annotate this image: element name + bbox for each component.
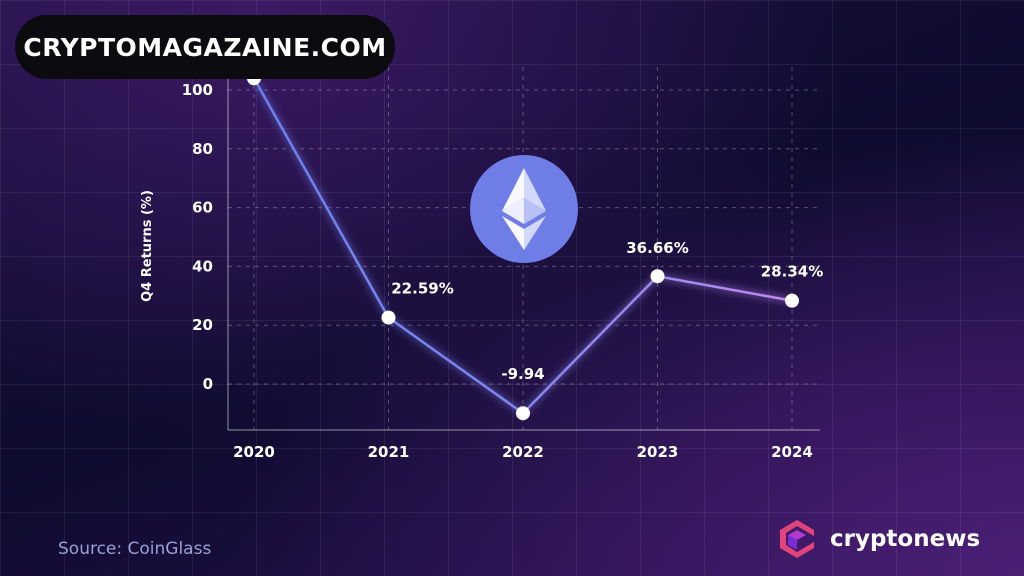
brand-logo: cryptonews [774, 516, 980, 562]
site-name-badge: CRYPTOMAGAZAINE.COM [15, 15, 395, 79]
data-point [516, 406, 530, 421]
y-tick-label: 40 [192, 257, 213, 275]
y-tick-label: 80 [192, 140, 213, 158]
chart-labels: 22.59% -9.94 36.66% 28.34% [391, 239, 823, 383]
y-tick-label: 100 [182, 81, 213, 99]
data-label: 28.34% [761, 263, 823, 281]
brand-name: cryptonews [830, 526, 981, 552]
y-tick-label: 60 [192, 199, 213, 217]
y-axis-label: Q4 Returns (%) [140, 190, 155, 302]
chart-axes: 0 20 40 60 80 100 2020 2021 2022 2023 2024 Q4 Retur… [140, 67, 820, 461]
x-tick-label: 2020 [233, 443, 275, 461]
x-tick-label: 2023 [637, 443, 679, 461]
data-point [381, 310, 396, 325]
x-tick-label: 2024 [771, 443, 813, 461]
site-name: CRYPTOMAGAZAINE.COM [23, 32, 387, 62]
x-tick-label: 2022 [502, 443, 544, 461]
source-note: Source: CoinGlass [58, 539, 212, 559]
data-label: -9.94 [501, 365, 544, 383]
data-point [785, 293, 799, 308]
data-point [650, 269, 665, 284]
y-tick-label: 20 [192, 316, 213, 334]
data-label: 36.66% [626, 239, 688, 257]
ethereum-logo-icon [470, 155, 578, 263]
data-label: 22.59% [391, 280, 453, 298]
x-tick-label: 2021 [368, 443, 410, 461]
cryptonews-logo-icon [780, 520, 814, 558]
y-tick-label: 0 [203, 375, 213, 393]
